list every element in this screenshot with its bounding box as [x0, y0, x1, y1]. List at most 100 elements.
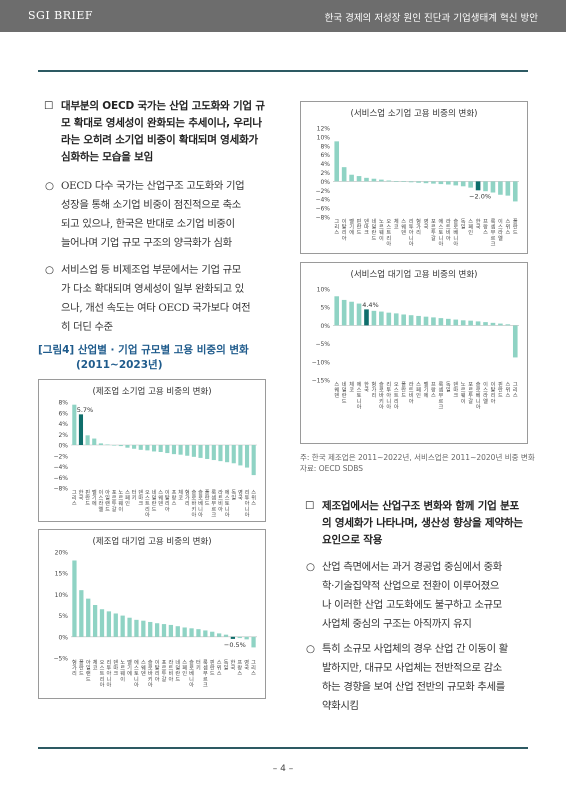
bar-스웨덴 [401, 181, 406, 182]
bar-프랑스 [483, 181, 488, 192]
bar-영국 [244, 636, 249, 640]
top-rule [38, 70, 528, 72]
bar-아일랜드 [86, 598, 91, 637]
y-tick-label: 0% [320, 179, 330, 186]
bar-핀란드 [356, 176, 362, 182]
bar-독일 [223, 634, 229, 637]
data-label: 5.7% [77, 406, 94, 414]
bar-그리스 [72, 404, 77, 445]
bar-독일 [446, 318, 451, 326]
bar-이스라엘 [483, 322, 488, 326]
bar-영국 [423, 181, 429, 184]
chart-mfg-small: (제조업 소기업 고용 비중의 변화) 8% 6% 4% 2% 0% −2% −4% −6% −8… [38, 379, 266, 522]
y-tick-label: 10% [55, 592, 69, 599]
bar-이스라엘 [98, 443, 103, 445]
chart-mfg-large: (제조업 대기업 고용 비중의 변화) 20% 15% 10% 5% 0% −5% 헝 가 리 폴 란… [38, 529, 266, 699]
bar-그리스 [251, 636, 256, 648]
bar-라트비아 [218, 445, 223, 462]
bar-슬로베니아 [475, 321, 481, 326]
y-tick-label: −2% [315, 188, 330, 195]
bar-네덜란드 [175, 626, 180, 637]
bar-룩셈부르크 [211, 445, 216, 461]
chart-mfg-large-svg: (제조업 대기업 고용 비중의 변화) 20% 15% 10% 5% 0% −5% 헝 가 리폴 란… [53, 536, 257, 688]
bar-스페인 [125, 445, 130, 448]
bar-덴마크 [364, 177, 369, 182]
bar-노르웨이 [120, 615, 125, 637]
bar-포르투갈 [468, 320, 473, 326]
bar-벨기에 [92, 438, 97, 445]
bar-노르웨이 [118, 445, 123, 447]
bar-네덜란드 [341, 299, 347, 326]
bar-리투아니아 [106, 611, 112, 637]
data-label: 4.4% [362, 301, 379, 309]
left-text-column: ☐ 대부분의 OECD 국가는 산업 고도화와 기업 규 모 확대로 영세성이 … [44, 98, 276, 337]
y-tick-label: −5% [315, 341, 330, 348]
right-text-column: ☐ 제조업에서는 산업구조 변화와 함께 기업 분포 의 영세화가 나타나며, … [305, 498, 530, 716]
bar-아일랜드 [105, 444, 110, 446]
page-header: SGI BRIEF 한국 경제의 저성장 원인 진단과 기업생태계 혁신 방안 [0, 0, 566, 32]
bar-한국 [364, 309, 369, 326]
bar-이탈리아 [490, 322, 496, 326]
y-tick-label: 8% [58, 400, 68, 407]
bar-오스트리아 [145, 445, 150, 451]
bar-오스트리아 [393, 313, 399, 326]
bar-오스트리아 [99, 609, 105, 637]
report-title: 한국 경제의 저성장 원인 진단과 기업생태계 혁신 방안 [324, 13, 538, 24]
bar-체코 [92, 605, 98, 637]
y-tick-label: 15% [55, 571, 69, 578]
bar-스페인 [468, 181, 473, 188]
bar-폴란드 [401, 314, 406, 326]
bar-리투아니아 [244, 445, 250, 468]
bar-룩셈부르크 [490, 181, 496, 193]
y-tick-label: 12% [317, 126, 331, 133]
bar-슬로베니아 [198, 445, 203, 458]
bar-리투아니아 [386, 312, 392, 326]
bar-스웨덴 [158, 445, 163, 452]
bar-이탈리아 [341, 167, 347, 182]
y-tick-label: 0% [58, 634, 68, 641]
chart-title: (서비스업 대기업 고용 비중의 변화) [351, 269, 478, 280]
y-tick-label: 6% [58, 410, 68, 417]
bar-폴란드 [512, 181, 518, 202]
bar-리투아니아 [408, 181, 414, 183]
figure-title: [그림4] 산업별 · 기업 규모별 고용 비중의 변화 (2011~2023년… [38, 344, 249, 371]
section-heading-1: ☐ 대부분의 OECD 국가는 산업 고도화와 기업 규 모 확대로 영세성이 … [44, 100, 265, 163]
